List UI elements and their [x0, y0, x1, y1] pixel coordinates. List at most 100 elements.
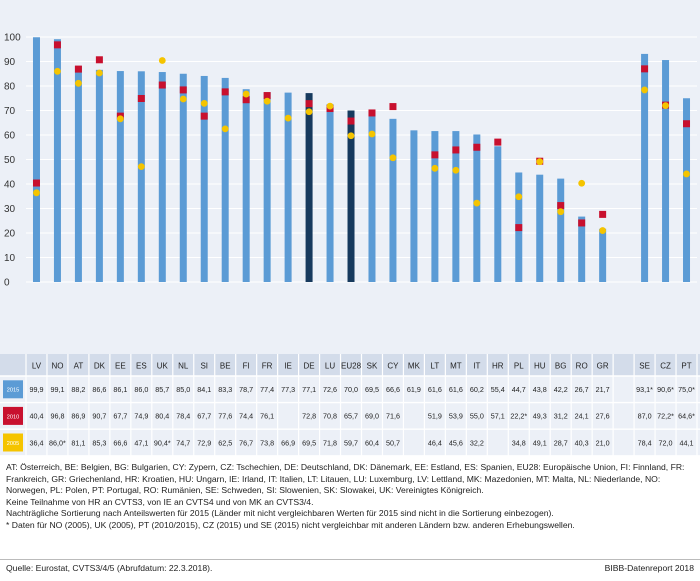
table-cell: 78,4 — [638, 438, 652, 447]
bar-LV — [32, 37, 40, 283]
bar-EE — [116, 71, 124, 283]
note-line: Norwegen, PL: Polen, PT: Portugal, RO: R… — [6, 485, 484, 496]
bar-DE — [305, 93, 313, 282]
table-cell: 27,6 — [596, 412, 610, 421]
table-cell: 84,1 — [197, 385, 211, 394]
marker-2010-BE — [221, 88, 229, 96]
marker-2005-UK — [158, 57, 166, 64]
y-tick-label: 60 — [4, 131, 16, 142]
table-cell: 26,7 — [575, 385, 589, 394]
marker-2005-AT — [75, 79, 82, 87]
y-tick-label: 90 — [4, 57, 16, 68]
bar-LT — [431, 131, 439, 282]
table-col-header: CZ — [660, 362, 671, 371]
marker-2010-FI — [242, 96, 250, 104]
table-cell: 53,9 — [449, 412, 463, 421]
row-label-chip — [3, 406, 23, 425]
table-cell: 72,0 — [659, 438, 673, 447]
marker-2010-LT — [431, 151, 439, 159]
note-line: Frankreich, GR: Griechenland, HR: Kroati… — [6, 473, 661, 484]
bar-FR — [263, 92, 271, 283]
y-tick-label: 70 — [4, 106, 16, 117]
table-cell: 99,9 — [29, 385, 43, 394]
marker-2005-RO — [578, 179, 586, 187]
table-cell: 61,9 — [407, 385, 421, 394]
bar-SE — [641, 53, 649, 282]
table-cell: 60,4 — [365, 438, 379, 447]
marker-2005-SK — [368, 130, 376, 138]
marker-2010-CY — [389, 103, 397, 111]
bar-ES — [137, 71, 145, 282]
marker-2005-CY — [389, 154, 397, 162]
table-cell: 85,0 — [176, 385, 190, 394]
table-cell: 86,0 — [134, 385, 148, 394]
table-cell: 69,5 — [365, 385, 379, 394]
table-cell: 66,6 — [113, 438, 127, 447]
row-label-chip — [3, 433, 23, 452]
table-cell: 85,7 — [155, 385, 169, 394]
table-cell: 72,9 — [197, 438, 211, 447]
bar-chart: 0 10 20 30 40 50 60 70 80 90 100 — [0, 0, 700, 350]
marker-2005-NL — [179, 95, 187, 103]
marker-2010-PT — [683, 120, 691, 128]
marker-2010-SI — [200, 112, 208, 120]
y-tick-label: 40 — [4, 180, 16, 191]
bar-DK — [95, 69, 103, 282]
table-col-header: ES — [136, 362, 147, 371]
marker-2010-DE — [305, 100, 313, 108]
marker-2005-PL — [515, 193, 523, 201]
table-cell: 34,8 — [512, 438, 526, 447]
source-text: Quelle: Eurostat, CVTS3/4/5 (Abrufdatum:… — [6, 563, 213, 573]
bar-NL — [179, 73, 187, 282]
marker-2010-MT — [452, 146, 460, 154]
bar-MK — [410, 130, 418, 282]
note-line: AT: Österreich, BE: Belgien, BG: Bulgari… — [6, 462, 685, 472]
table-cell: 77,4 — [260, 385, 274, 394]
table-cell: 75,0* — [678, 385, 695, 394]
marker-2010-BG — [557, 202, 565, 210]
table-cell: 90,6* — [657, 385, 674, 394]
footer-divider — [0, 559, 700, 560]
table-cell: 61,6 — [428, 385, 442, 394]
table-cell: 65,7 — [344, 412, 358, 421]
bar-GR — [599, 228, 607, 282]
table-col-header: FR — [262, 362, 273, 371]
table-col-header: UK — [157, 362, 169, 371]
table-cell: 86,9 — [71, 412, 85, 421]
table-cell: 32,2 — [470, 438, 484, 447]
table-col-header: PT — [681, 362, 691, 371]
marker-2010-PL — [515, 224, 523, 232]
bar-BG — [557, 178, 565, 282]
table-cell: 42,2 — [554, 385, 568, 394]
table-col-header: DK — [94, 362, 106, 371]
marker-2005-SI — [200, 99, 208, 107]
marker-2005-EE — [116, 115, 124, 123]
table-cell: 55,4 — [491, 385, 505, 394]
table-cell: 61,6 — [449, 385, 463, 394]
table-cell: 31,2 — [554, 412, 568, 421]
table-cell: 66,9 — [281, 438, 295, 447]
table-cell: 64,6* — [678, 412, 695, 421]
table-cell: 69,0 — [365, 412, 379, 421]
marker-2005-BG — [557, 208, 565, 216]
table-col-header: PL — [514, 362, 524, 371]
table-cell: 49,1 — [533, 438, 547, 447]
table-cell: 76,7 — [239, 438, 253, 447]
table-col-header: NO — [51, 362, 63, 371]
table-cell: 40,4 — [29, 412, 43, 421]
table-col-header: SI — [200, 362, 208, 371]
marker-2005-HU — [536, 158, 544, 166]
bar-PT — [683, 98, 691, 282]
y-tick-label: 20 — [4, 229, 16, 240]
table-col-header: CY — [387, 362, 399, 371]
bar-IE — [284, 92, 292, 283]
row-label: 2010 — [7, 414, 19, 420]
footer: Quelle: Eurostat, CVTS3/4/5 (Abrufdatum:… — [6, 563, 694, 573]
table-cell: 77,1 — [302, 385, 316, 394]
marker-2010-NL — [179, 86, 187, 94]
table-cell: 96,8 — [50, 412, 64, 421]
table-cell: 55,0 — [470, 412, 484, 421]
table-col-header: LU — [325, 362, 335, 371]
row-label: 2015 — [7, 388, 19, 394]
table-col-header: LT — [431, 362, 440, 371]
